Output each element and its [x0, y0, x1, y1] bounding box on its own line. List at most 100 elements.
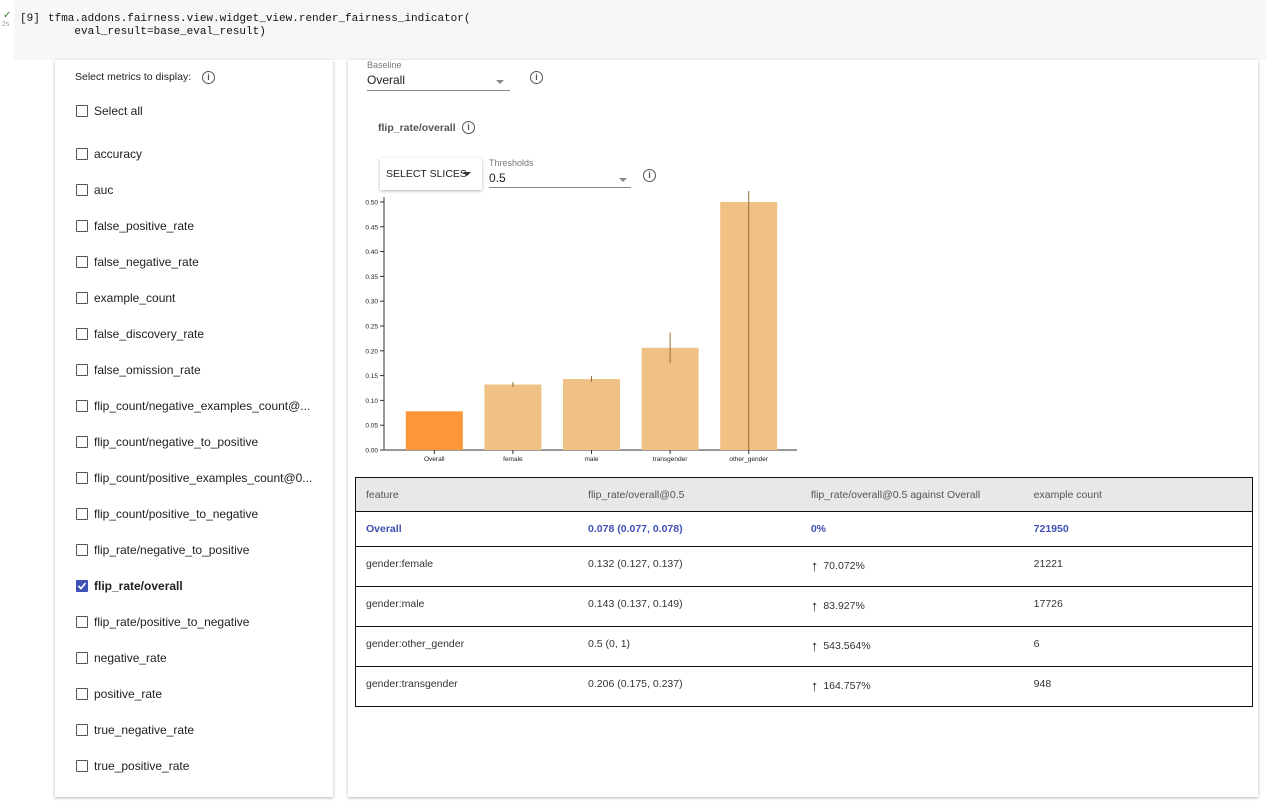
thresholds-label: Thresholds [489, 158, 534, 168]
table-cell: ↑ 543.564% [801, 627, 1024, 667]
checkbox[interactable] [76, 724, 88, 736]
table-row: Overall 0.078 (0.077, 0.078) 0% 721950 [355, 511, 1253, 547]
x-tick-label: Overall [424, 456, 445, 463]
table-cell: 0.078 (0.077, 0.078) [578, 512, 801, 547]
checkbox[interactable] [76, 544, 88, 556]
select-all[interactable]: Select all [94, 104, 143, 118]
metric-label[interactable]: false_positive_rate [94, 219, 195, 233]
y-tick-label: 0.20 [365, 348, 378, 355]
x-tick-label: other_gender [729, 456, 769, 463]
y-tick-label: 0.45 [365, 224, 378, 231]
bar-chart: 0.00 0.05 0.10 0.15 0.20 0.25 0.30 0.35 0.40 0.45… [365, 191, 797, 463]
button-label: SELECT SLICES [386, 168, 467, 180]
checkbox[interactable] [76, 508, 88, 520]
code-line: eval_result=base_eval_result) [48, 26, 266, 38]
info-icon[interactable]: i [202, 71, 215, 84]
checkbox[interactable] [76, 400, 88, 412]
x-tick-label: female [503, 456, 523, 463]
table-cell: Overall [356, 512, 579, 547]
metric-label[interactable]: accuracy [94, 147, 143, 161]
header-cell: feature [366, 488, 399, 501]
checkbox[interactable] [76, 184, 88, 196]
table-cell: 0.132 (0.127, 0.137) [578, 547, 801, 587]
table-cell: ↑ 164.757% [801, 667, 1024, 707]
metric-label[interactable]: false_omission_rate [94, 363, 201, 377]
checkbox[interactable] [76, 652, 88, 664]
cell-text: 6 [1033, 638, 1040, 650]
info-icon[interactable]: i [643, 169, 656, 182]
metric-label[interactable]: true_positive_rate [94, 759, 190, 773]
metric-label[interactable]: false_discovery_rate [94, 327, 205, 341]
table-cell: ↑ 83.927% [801, 587, 1024, 627]
y-tick-label: 0.30 [365, 299, 378, 306]
checkbox[interactable] [76, 328, 88, 340]
checkbox[interactable] [76, 256, 88, 268]
checkbox[interactable] [76, 148, 88, 160]
code-cell: [9] tfma.addons.fairness.view.widget_vie… [14, 0, 1266, 60]
metric-label[interactable]: true_negative_rate [94, 723, 195, 737]
metric-label[interactable]: flip_count/positive_to_negative [94, 507, 259, 521]
checkbox[interactable] [76, 760, 88, 772]
checkbox[interactable] [76, 220, 88, 232]
table-cell: 0.143 (0.137, 0.149) [578, 587, 801, 627]
metric-label[interactable]: false_negative_rate [94, 255, 199, 269]
cell-text: gender:female [366, 558, 434, 570]
cell-text: 0.206 (0.175, 0.237) [588, 678, 683, 690]
baseline-select[interactable]: Overall [367, 73, 510, 91]
metric-label[interactable]: flip_rate/positive_to_negative [94, 615, 250, 629]
cell-text: gender:transgender [366, 678, 458, 690]
cell-text: 21221 [1033, 558, 1063, 570]
metric-label[interactable]: flip_rate/overall [94, 579, 183, 593]
prompt: [9] [20, 13, 40, 25]
metric-label[interactable]: auc [94, 183, 114, 197]
bar [641, 347, 699, 450]
cell-text: 164.757% [823, 680, 871, 692]
bar [405, 411, 463, 450]
checkbox[interactable] [76, 436, 88, 448]
cell-text: gender:male [366, 598, 425, 610]
cell-text: gender:other_gender [366, 638, 465, 650]
metric-label[interactable]: positive_rate [94, 687, 163, 701]
select-slices-button[interactable]: SELECT SLICES [380, 158, 482, 190]
metric-label[interactable]: flip_rate/negative_to_positive [94, 543, 250, 557]
metric-label[interactable]: example_count [94, 291, 176, 305]
table-cell: 0.5 (0, 1) [578, 627, 801, 667]
cell-text: 0.078 (0.077, 0.078) [588, 522, 683, 535]
header-cell: example count [1033, 488, 1102, 501]
cell-text: 0.132 (0.127, 0.137) [588, 558, 683, 570]
cell-text: 0.143 (0.137, 0.149) [588, 598, 683, 610]
cell-text: 17726 [1033, 598, 1063, 610]
metric-label[interactable]: flip_count/positive_examples_count@0... [94, 471, 313, 485]
header-cell: flip_rate/overall@0.5 against Overall [810, 488, 981, 501]
checkbox[interactable] [76, 580, 88, 592]
checkbox[interactable] [76, 472, 88, 484]
cell-text: 83.927% [823, 600, 865, 612]
table-cell: 948 [1024, 667, 1253, 707]
metrics-panel: Select metrics to display: i Select all … [55, 60, 333, 797]
metric-label[interactable]: negative_rate [94, 651, 167, 665]
cell-text: 0.5 (0, 1) [588, 638, 631, 650]
info-icon[interactable]: i [462, 121, 475, 134]
checkbox[interactable] [76, 688, 88, 700]
table-cell: 0% [801, 512, 1024, 547]
table-cell: 21221 [1024, 547, 1253, 587]
table-row: gender:transgender 0.206 (0.175, 0.237) ↑ 1… [355, 666, 1253, 707]
metric-label[interactable]: flip_count/negative_to_positive [94, 435, 259, 449]
table-row: gender:female 0.132 (0.127, 0.137) ↑ 70.072… [355, 546, 1253, 587]
metric-label[interactable]: flip_count/negative_examples_count@... [94, 399, 311, 413]
table-row: gender:male 0.143 (0.137, 0.149) ↑ 83.927% 1… [355, 586, 1253, 627]
thresholds-select[interactable]: 0.5 [489, 171, 631, 188]
checkbox[interactable] [76, 616, 88, 628]
checkbox[interactable] [76, 364, 88, 376]
info-icon[interactable]: i [530, 71, 543, 84]
checkbox[interactable] [76, 292, 88, 304]
table-cell: gender:male [356, 587, 579, 627]
metrics-table: feature flip_rate/overall@0.5 flip_rate/ov… [355, 477, 1253, 707]
table-cell: 17726 [1024, 587, 1253, 627]
checkbox[interactable] [76, 105, 88, 117]
baseline-value: Overall [367, 73, 406, 87]
y-tick-label: 0.25 [365, 323, 378, 330]
metric-title: flip_rate/overall [378, 122, 456, 134]
table-cell: 0.206 (0.175, 0.237) [578, 667, 801, 707]
table-cell: ↑ 70.072% [801, 547, 1024, 587]
